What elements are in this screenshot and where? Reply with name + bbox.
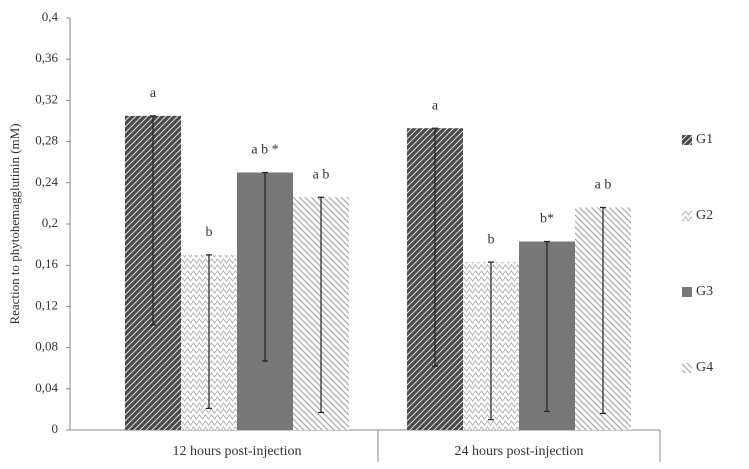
error-bar: [262, 171, 268, 362]
bar-annotation: b*: [540, 212, 554, 227]
legend-label: G2: [696, 208, 713, 223]
bar-annotation: b: [488, 232, 495, 247]
y-tick-label: 0,36: [35, 50, 58, 65]
error-bar: [318, 196, 324, 414]
error-bar: [150, 115, 156, 326]
y-tick-label: 0,4: [42, 9, 59, 24]
legend-label: G3: [696, 284, 713, 299]
error-bar: [206, 254, 212, 409]
bar-annotation: a b: [595, 178, 612, 193]
x-tick-label: 12 hours post-injection: [172, 444, 301, 459]
legend-swatch: [682, 211, 692, 221]
bar-annotation: a b *: [251, 143, 278, 158]
error-bar: [488, 261, 494, 421]
legend-swatch: [682, 135, 692, 145]
y-tick-label: 0,08: [35, 339, 58, 354]
y-tick-label: 0,24: [35, 174, 58, 189]
bar-annotation: b: [206, 225, 213, 240]
bar-annotation: a: [432, 98, 439, 113]
x-tick-label: 24 hours post-injection: [454, 444, 583, 459]
y-tick-label: 0,16: [35, 256, 58, 271]
bar-annotation: a b: [313, 167, 330, 182]
error-bar: [432, 127, 438, 367]
y-tick-label: 0,12: [35, 297, 58, 312]
y-axis-label: Reaction to phytohemagglutinin (mM): [7, 123, 22, 324]
y-tick-label: 0,04: [35, 380, 58, 395]
legend-label: G1: [696, 132, 713, 147]
error-bar: [600, 206, 606, 415]
legend-label: G4: [696, 360, 713, 375]
legend-swatch: [682, 363, 692, 373]
y-tick-label: 0: [52, 421, 59, 436]
y-tick-label: 0,32: [35, 91, 58, 106]
y-tick-label: 0,2: [42, 215, 58, 230]
y-tick-label: 0,28: [35, 133, 58, 148]
bar-annotation: a: [150, 86, 157, 101]
error-bar: [544, 240, 550, 413]
legend-swatch: [682, 287, 692, 297]
